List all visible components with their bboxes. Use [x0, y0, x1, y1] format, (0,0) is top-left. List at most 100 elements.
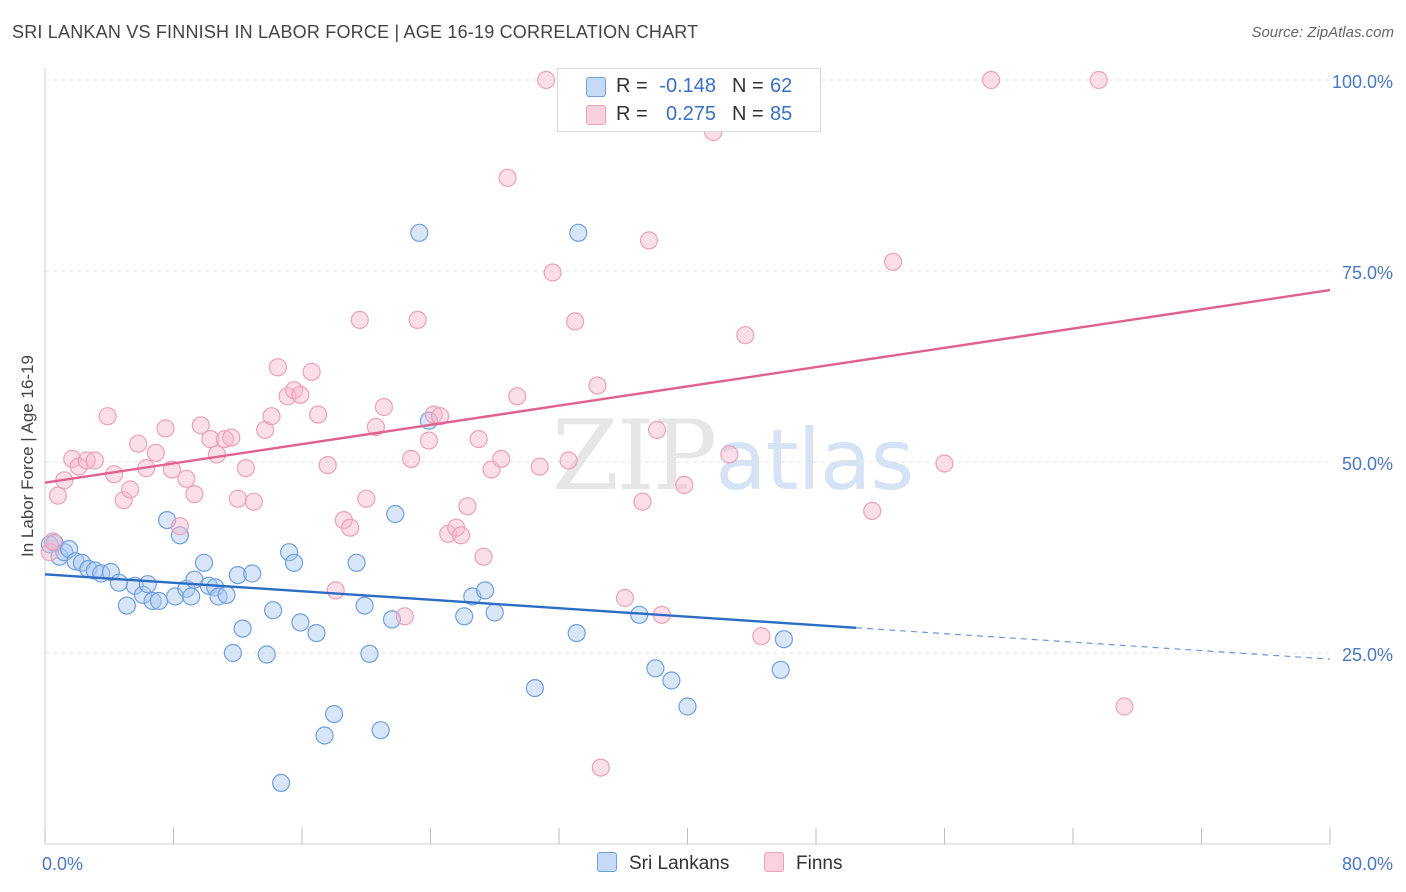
y-tick-label: 50.0%: [1342, 454, 1393, 474]
sri-lankans-point: [678, 697, 697, 716]
finns-point: [177, 469, 196, 488]
finns-point: [244, 492, 263, 511]
r-label: R =: [616, 103, 648, 125]
finns-point: [222, 428, 241, 447]
sri-lankans-point: [233, 619, 252, 638]
trend-lines: [44, 288, 1331, 660]
finns-point: [1089, 70, 1108, 90]
sri-lankans-point: [264, 601, 283, 620]
source-label: Source: ZipAtlas.com: [1251, 24, 1394, 41]
finns-point: [268, 358, 287, 377]
sri-lankans-point: [646, 659, 665, 678]
finns-point: [156, 419, 175, 438]
legend-row-sri-lankans: R = -0.148 N = 62: [558, 73, 820, 101]
finns-point: [981, 70, 1001, 90]
finns-point: [863, 501, 882, 520]
finns-point: [647, 420, 667, 439]
sri-lankans-point: [360, 644, 379, 663]
watermark-atlas: atlas: [715, 411, 914, 509]
finns-point: [185, 485, 204, 504]
finns-point: [424, 405, 443, 424]
finns-point: [408, 310, 427, 329]
y-tick-label: 100.0%: [1332, 72, 1393, 92]
watermark-zip: ZIP: [552, 400, 717, 512]
sri-lankans-point: [355, 596, 374, 615]
finns-point: [302, 362, 321, 381]
finns-point: [752, 627, 771, 646]
sri-lankans-point: [243, 564, 262, 583]
finns-point: [326, 581, 345, 600]
finns-point: [85, 451, 104, 470]
finns-point: [309, 405, 328, 424]
sri-lankans-point: [525, 678, 545, 698]
sri-lankans-point: [280, 543, 299, 562]
finns-point: [207, 445, 226, 464]
sri-lankans-point: [774, 630, 794, 649]
sri-lankans-point: [476, 581, 495, 600]
tick-labels: 25.0% 50.0% 75.0% 100.0% 0.0% 80.0%: [42, 72, 1393, 874]
finns-point: [236, 459, 255, 478]
finns-point: [395, 607, 414, 626]
finns-point: [935, 454, 954, 473]
finns-point: [588, 376, 607, 395]
finns-point: [318, 456, 337, 475]
finns-point: [474, 547, 493, 566]
finns-point: [675, 475, 694, 494]
finns-point: [498, 168, 517, 187]
n-value: 85: [770, 103, 793, 125]
finns-point: [451, 526, 471, 545]
finns-point: [114, 491, 133, 510]
finns-point: [883, 252, 903, 271]
n-label: N =: [732, 75, 764, 97]
finns-point: [736, 326, 755, 345]
sri-lankans-point: [325, 704, 344, 724]
finns-point: [121, 480, 140, 499]
finns-point: [402, 449, 421, 468]
finns-trend-line: [44, 288, 1331, 484]
y-tick-label: 75.0%: [1342, 263, 1393, 283]
sri-lankans-point: [307, 623, 326, 643]
sri-lankans-point: [485, 603, 504, 622]
finns-point: [48, 486, 68, 505]
sri-lankans-point: [182, 587, 201, 606]
finns-point: [191, 416, 210, 435]
finns-point: [366, 417, 385, 436]
legend-row-finns: R = 0.275 N = 85: [558, 101, 820, 129]
sri-lankans-point: [347, 553, 366, 572]
sri-lankans-point: [386, 504, 405, 524]
sri-lankans-point: [315, 726, 334, 745]
sri-lankans-legend-swatch: [597, 852, 617, 872]
sri-lankans-point: [291, 613, 310, 632]
series-legend: Sri Lankans Finns: [0, 852, 1406, 878]
finns-point: [98, 407, 117, 426]
legend-item-sri-lankans: Sri Lankans: [597, 852, 729, 875]
finns-point: [374, 397, 393, 417]
sri-lankans-point: [455, 607, 474, 626]
sri-lankans-trend-extension: [856, 627, 1331, 660]
finns-point: [720, 445, 739, 464]
finns-point: [1115, 697, 1134, 716]
sri-lankans-point: [272, 773, 291, 793]
sri-lankans-trend-line: [44, 573, 857, 629]
sri-lankans-point: [117, 596, 137, 615]
sri-lankans-point: [109, 573, 129, 592]
finns-point: [284, 381, 304, 400]
series-sri-lankans: [40, 223, 794, 793]
y-axis-label: In Labor Force | Age 16-19: [18, 355, 37, 557]
legend-item-finns: Finns: [764, 852, 842, 875]
finns-point: [469, 430, 488, 449]
sri-lankans-point: [143, 591, 162, 611]
finns-point: [129, 434, 148, 453]
finns-point: [431, 407, 450, 426]
sri-lankans-point: [228, 565, 247, 585]
finns-point: [291, 385, 310, 404]
finns-point: [228, 489, 247, 508]
finns-point: [357, 489, 376, 508]
finns-point: [633, 492, 652, 511]
sri-lankans-point: [133, 585, 153, 605]
finns-point: [341, 518, 360, 537]
finns-point: [565, 312, 585, 331]
r-value: -0.148: [659, 75, 716, 97]
r-value: 0.275: [665, 103, 716, 125]
